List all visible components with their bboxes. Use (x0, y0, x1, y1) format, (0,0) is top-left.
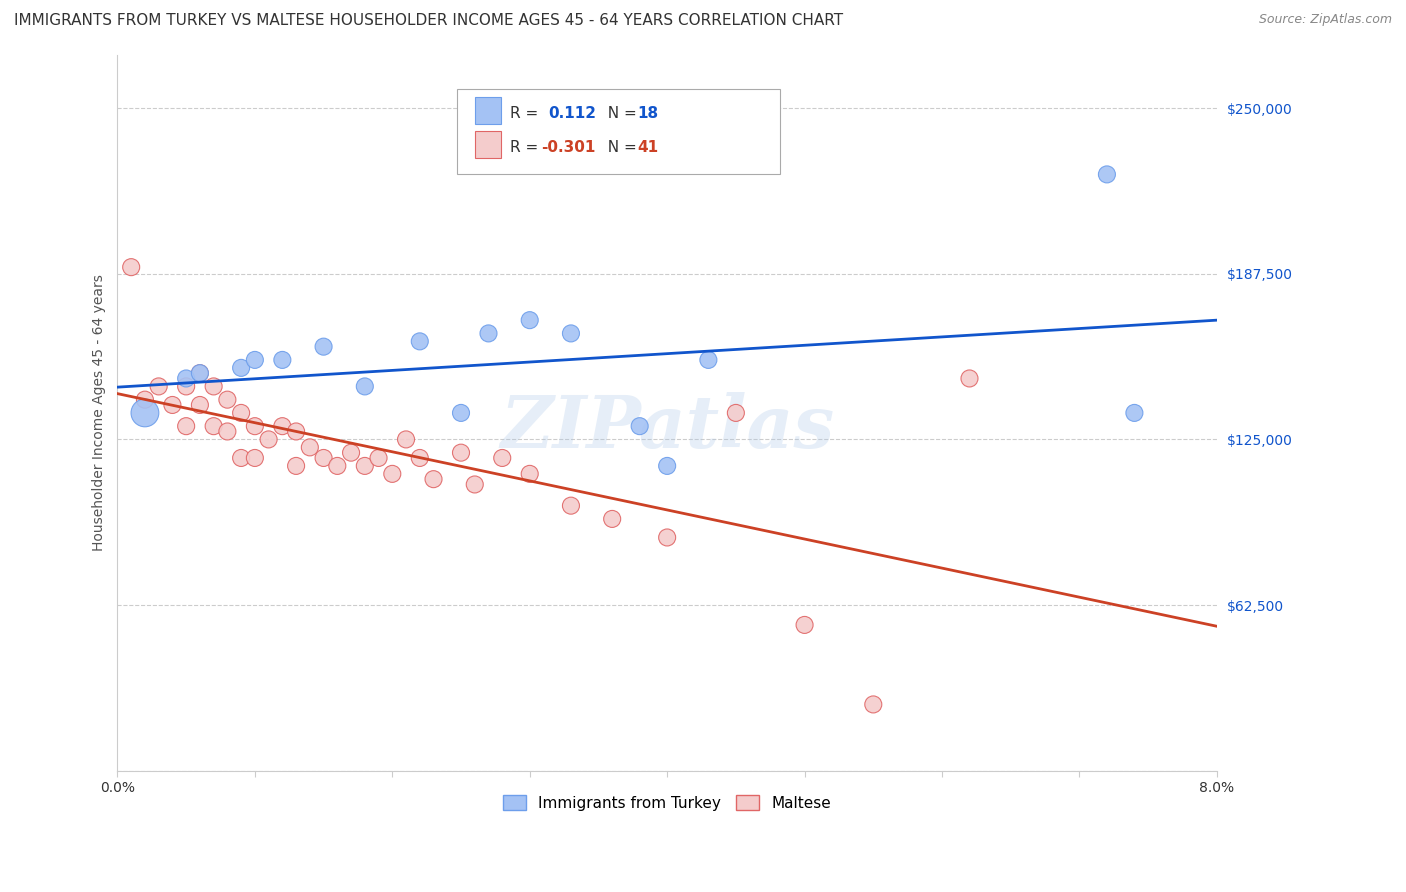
Point (312, 340, 335, 354)
Text: -0.301: -0.301 (541, 140, 596, 154)
Point (134, 406, 156, 420)
Text: R =: R = (510, 106, 548, 120)
Point (285, 458, 308, 473)
Point (229, 450, 252, 465)
Text: 41: 41 (637, 140, 658, 154)
Point (560, 326, 582, 341)
Point (450, 406, 472, 420)
Point (285, 425, 308, 439)
Text: R =: R = (510, 140, 544, 154)
Point (793, 618, 815, 632)
Point (340, 445, 363, 459)
Point (600, 512, 623, 526)
Point (217, 392, 239, 407)
Point (409, 334, 432, 349)
Text: N =: N = (598, 140, 641, 154)
Point (560, 499, 582, 513)
Point (959, 371, 981, 385)
Point (188, 366, 211, 380)
Point (217, 425, 239, 439)
Point (243, 352, 266, 367)
Text: Source: ZipAtlas.com: Source: ZipAtlas.com (1258, 13, 1392, 27)
Point (243, 419, 266, 434)
Point (1123, 406, 1146, 420)
Point (657, 531, 679, 545)
Text: N =: N = (598, 106, 641, 120)
Point (367, 450, 389, 465)
Text: 18: 18 (637, 106, 658, 120)
Point (381, 467, 404, 481)
Point (202, 379, 225, 393)
Point (353, 379, 375, 393)
Point (162, 398, 184, 412)
Point (298, 441, 321, 455)
Y-axis label: Householder Income Ages 45 - 64 years: Householder Income Ages 45 - 64 years (93, 275, 107, 551)
Point (174, 379, 197, 393)
Point (395, 433, 418, 447)
Point (257, 433, 280, 447)
Point (697, 352, 720, 367)
Point (229, 360, 252, 375)
Point (657, 458, 679, 473)
Text: 0.112: 0.112 (548, 106, 596, 120)
Text: ZIPatlas: ZIPatlas (501, 392, 834, 463)
Point (450, 445, 472, 459)
Point (862, 698, 884, 712)
Point (724, 406, 747, 420)
Point (464, 477, 486, 491)
Point (519, 467, 541, 481)
Point (188, 366, 211, 380)
Point (1095, 168, 1118, 182)
Point (422, 472, 444, 486)
Point (477, 326, 499, 341)
Point (229, 406, 252, 420)
Point (148, 379, 170, 393)
Point (519, 313, 541, 327)
Point (243, 450, 266, 465)
Point (174, 371, 197, 385)
Point (188, 398, 211, 412)
Point (202, 419, 225, 434)
Point (312, 450, 335, 465)
Text: IMMIGRANTS FROM TURKEY VS MALTESE HOUSEHOLDER INCOME AGES 45 - 64 YEARS CORRELAT: IMMIGRANTS FROM TURKEY VS MALTESE HOUSEH… (14, 13, 844, 29)
Point (491, 450, 513, 465)
Legend: Immigrants from Turkey, Maltese: Immigrants from Turkey, Maltese (496, 789, 838, 817)
Point (409, 450, 432, 465)
Point (353, 458, 375, 473)
Point (271, 419, 294, 434)
Point (326, 458, 349, 473)
Point (174, 419, 197, 434)
Point (120, 260, 142, 274)
Point (628, 419, 651, 434)
Point (271, 352, 294, 367)
Point (134, 392, 156, 407)
